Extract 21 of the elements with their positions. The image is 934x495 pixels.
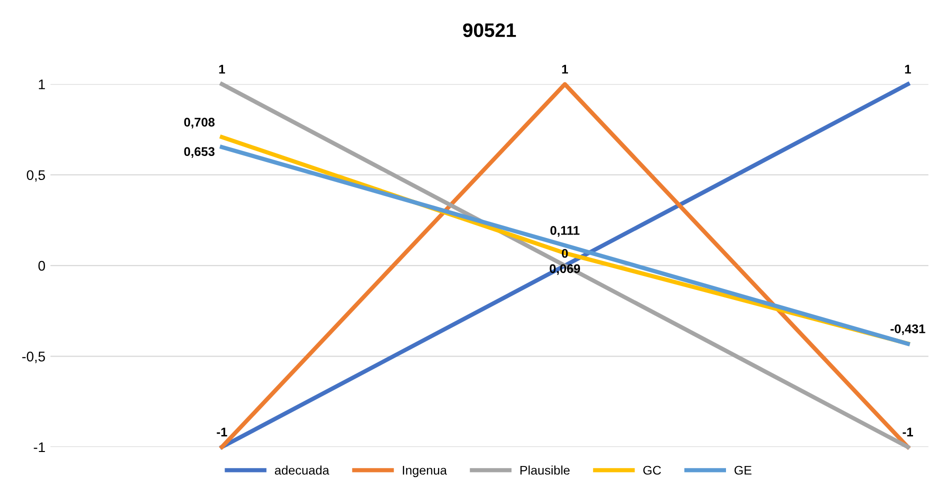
- data-label: -0,431: [890, 324, 926, 336]
- legend-label: adecuada: [274, 465, 330, 475]
- data-label: 1: [562, 64, 568, 74]
- y-tick-label: 0: [38, 260, 46, 271]
- data-label: 1: [219, 64, 226, 74]
- y-tick-label: 1: [38, 80, 45, 90]
- legend-label: GC: [643, 466, 661, 475]
- y-tick-label: -0,5: [22, 352, 45, 364]
- legend-label: Plausible: [520, 465, 570, 475]
- data-label: 1: [905, 64, 911, 74]
- data-label: 0,708: [184, 118, 215, 128]
- chart-title: 90521: [463, 23, 516, 38]
- data-label: -1: [216, 428, 228, 436]
- data-label: 0,069: [550, 264, 580, 275]
- y-tick-label: 0,5: [26, 170, 45, 182]
- data-label: 0,653: [184, 147, 215, 158]
- legend-label: Ingenua: [402, 466, 447, 478]
- y-tick-label: -1: [34, 442, 45, 452]
- legend-label: GE: [734, 466, 752, 475]
- data-label: -1: [902, 428, 914, 436]
- data-label: 0,111: [550, 226, 580, 237]
